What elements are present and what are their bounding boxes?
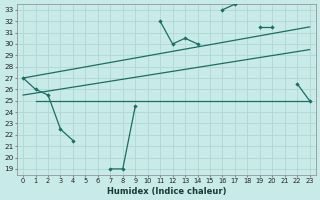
X-axis label: Humidex (Indice chaleur): Humidex (Indice chaleur) xyxy=(107,187,226,196)
